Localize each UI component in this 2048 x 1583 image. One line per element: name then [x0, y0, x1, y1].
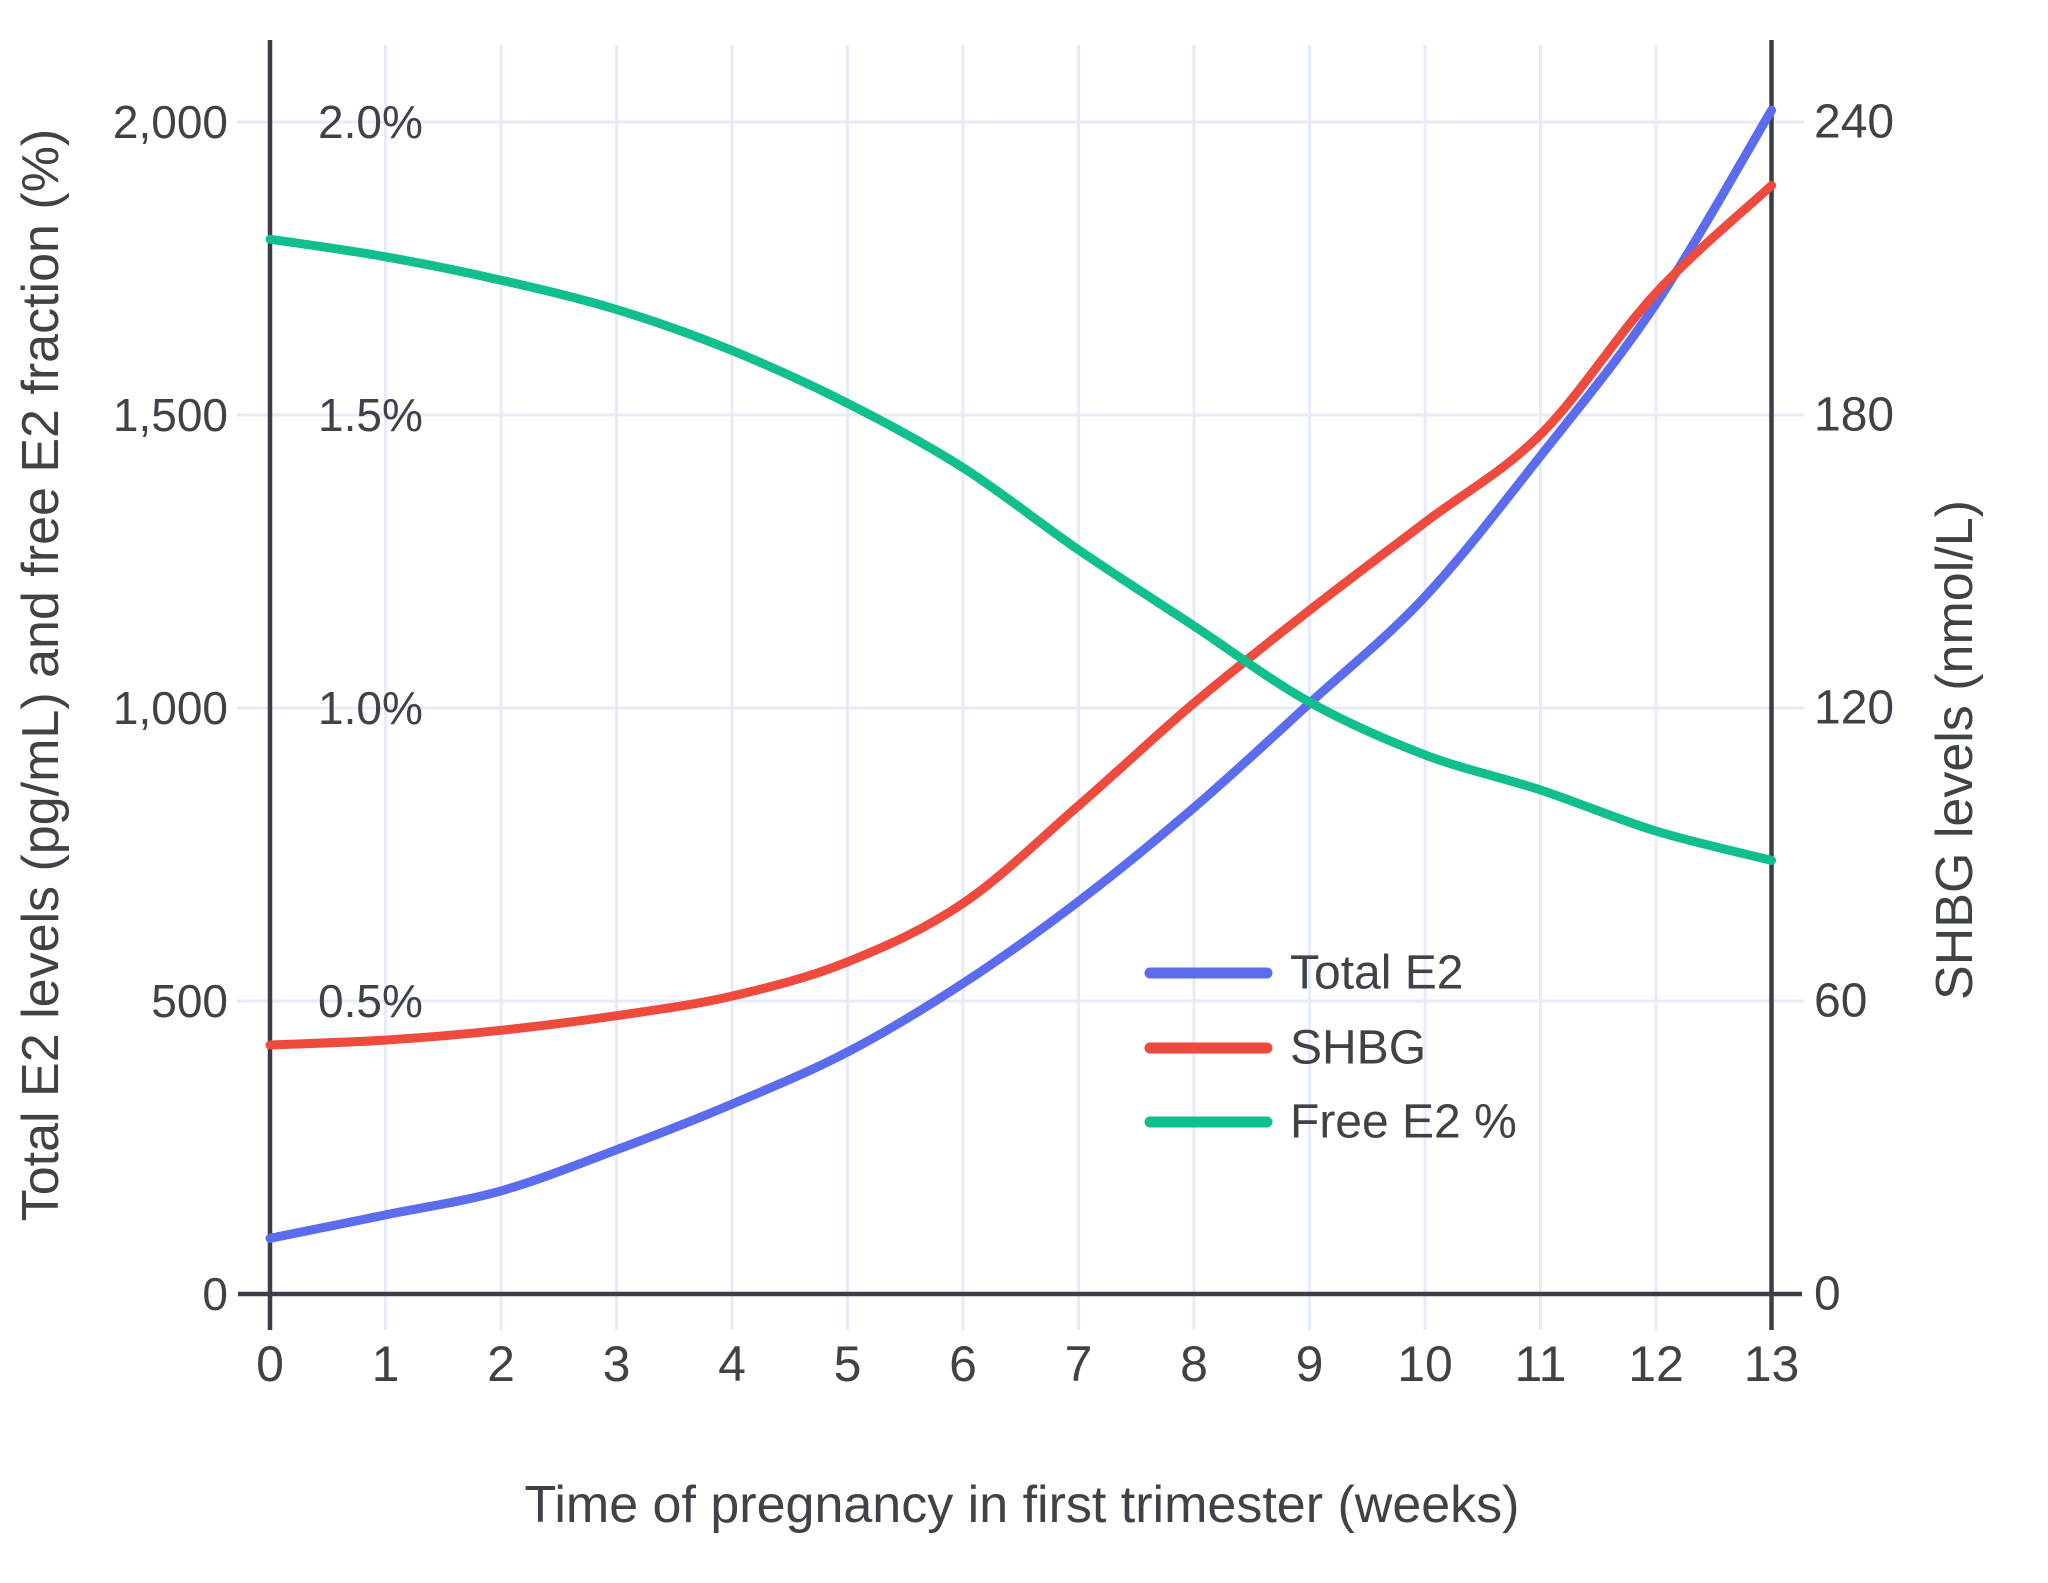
left-tick-label: 0	[202, 1268, 228, 1320]
percent-tick-label: 1.0%	[318, 682, 423, 734]
x-tick-label: 6	[949, 1336, 977, 1392]
x-tick-label: 5	[834, 1336, 862, 1392]
series-layer	[265, 105, 1776, 1243]
right-tick-label: 180	[1814, 389, 1894, 442]
grid-layer	[237, 45, 1805, 1330]
legend-label-total-e2: Total E2	[1290, 947, 1463, 1000]
left-axis-title: Total E2 levels (pg/mL) and free E2 frac…	[12, 129, 70, 1221]
x-tick-label: 9	[1296, 1336, 1324, 1392]
percent-tick-label: 1.5%	[318, 389, 423, 441]
x-tick-label: 13	[1744, 1336, 1800, 1392]
left-tick-label: 1,000	[113, 682, 228, 734]
x-tick-label: 12	[1628, 1336, 1684, 1392]
percent-tick-label: 2.0%	[318, 96, 423, 148]
x-tick-label: 1	[372, 1336, 400, 1392]
right-tick-label: 240	[1814, 96, 1894, 149]
x-tick-label: 3	[603, 1336, 631, 1392]
tick-labels-layer: 05001,0001,5002,0000.5%1.0%1.5%2.0%06012…	[113, 96, 1894, 1393]
left-tick-label: 500	[151, 975, 228, 1027]
right-axis-title: SHBG levels (nmol/L)	[1926, 500, 1984, 1000]
x-tick-label: 4	[718, 1336, 746, 1392]
x-tick-label: 11	[1515, 1336, 1567, 1392]
right-tick-label: 120	[1814, 682, 1894, 735]
left-tick-label: 2,000	[113, 96, 228, 148]
legend-label-shbg: SHBG	[1290, 1022, 1426, 1075]
axes-layer	[238, 40, 1802, 1330]
x-tick-label: 8	[1180, 1336, 1208, 1392]
x-axis-title: Time of pregnancy in first trimester (we…	[524, 1476, 1519, 1534]
right-tick-label: 0	[1814, 1268, 1841, 1321]
legend: Total E2 SHBG Free E2 %	[1144, 947, 1517, 1149]
right-tick-label: 60	[1814, 975, 1867, 1028]
series-line-free-e2	[265, 234, 1776, 865]
percent-tick-label: 0.5%	[318, 975, 423, 1027]
x-tick-label: 0	[256, 1336, 284, 1392]
x-tick-label: 2	[487, 1336, 515, 1392]
left-tick-label: 1,500	[113, 389, 228, 441]
x-tick-label: 7	[1065, 1336, 1093, 1392]
legend-label-free-e2: Free E2 %	[1290, 1096, 1517, 1149]
x-tick-label: 10	[1397, 1336, 1453, 1392]
series-line-shbg	[265, 181, 1776, 1050]
series-line-total-e2	[265, 105, 1776, 1243]
